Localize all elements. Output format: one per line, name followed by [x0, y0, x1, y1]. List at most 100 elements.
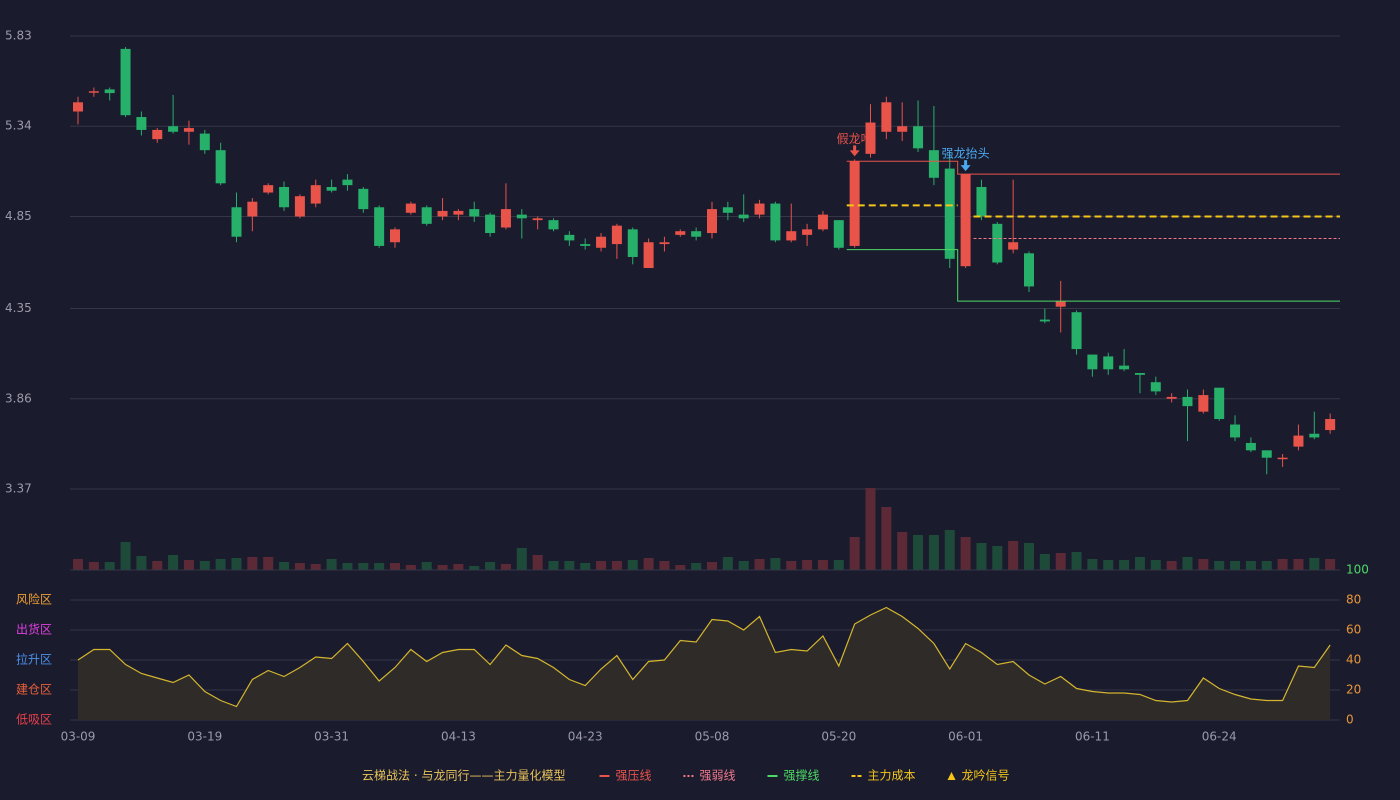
candle-body — [1134, 372, 1145, 375]
volume-bar — [627, 560, 638, 570]
volume-bar — [1230, 561, 1241, 570]
candle-body — [390, 229, 400, 243]
volume-bar — [1150, 560, 1161, 570]
y2-tick-label: 0 — [1346, 713, 1354, 727]
volume-bar — [532, 555, 543, 570]
candle-body — [500, 209, 511, 228]
volume-bar — [1261, 561, 1272, 570]
candle-body — [659, 242, 670, 245]
volume-bar — [564, 561, 575, 570]
legend-label: 强撑线 — [783, 768, 819, 783]
candle-body — [485, 214, 496, 234]
candle-body — [738, 214, 749, 219]
volume-bar — [279, 562, 290, 570]
candle-body — [643, 242, 654, 269]
zone-label: 拉升区 — [16, 652, 52, 667]
volume-bar — [913, 535, 924, 570]
volume-bar — [358, 563, 369, 570]
candle-body — [1182, 396, 1193, 407]
candle-body — [231, 207, 242, 237]
volume-bar — [1309, 558, 1320, 570]
y2-tick-label: 60 — [1346, 623, 1361, 637]
volume-bar — [1277, 559, 1288, 570]
oscillator-line — [77, 606, 1331, 708]
candle-body — [564, 234, 575, 241]
volume-bar — [342, 563, 353, 570]
volume-bar — [643, 558, 654, 570]
y2-tick-label: 80 — [1346, 593, 1361, 607]
x-tick-label: 03-19 — [187, 730, 222, 744]
candle-body — [73, 102, 83, 112]
volume-bar — [247, 557, 258, 570]
candle-body — [532, 218, 543, 221]
volume-bar — [786, 561, 797, 570]
candle-body — [754, 203, 765, 215]
volume-bar — [1293, 559, 1304, 570]
candle-body — [516, 214, 527, 219]
volume-bar — [611, 561, 622, 570]
signal-label: 强龙抬头 — [942, 147, 990, 161]
candle-body — [421, 207, 432, 224]
volume-bar — [1119, 560, 1130, 570]
x-tick-label: 03-31 — [314, 730, 349, 744]
volume-bar — [992, 546, 1003, 570]
volume-bar — [326, 559, 337, 570]
volume-bar — [770, 558, 781, 570]
candle-body — [1309, 433, 1320, 438]
y-tick-label: 5.34 — [5, 119, 32, 133]
volume-bar — [802, 560, 813, 570]
volume-bar — [1071, 552, 1082, 570]
volume-bar — [1087, 559, 1098, 570]
zone-label: 建仓区 — [16, 683, 52, 697]
legend-title: 云梯战法 · 与龙同行——主力量化模型 — [362, 769, 565, 783]
volume-bar — [738, 561, 749, 570]
volume-bar — [1024, 543, 1034, 570]
candle-body — [1230, 424, 1241, 438]
candle-body — [849, 161, 860, 246]
candle-body — [580, 244, 591, 246]
candle-body — [833, 220, 844, 248]
y-tick-label: 5.83 — [5, 29, 32, 43]
candle-body — [152, 129, 163, 140]
candle-body — [865, 122, 876, 154]
volume-bar — [152, 561, 163, 570]
candle-body — [1071, 312, 1082, 350]
volume-bar — [976, 543, 987, 570]
volume-bar — [310, 564, 321, 570]
volume-bar — [722, 557, 733, 570]
oscillator-area — [78, 607, 1331, 720]
candle-body — [1087, 354, 1098, 370]
candle-body — [786, 231, 797, 241]
x-tick-label: 06-01 — [948, 730, 983, 744]
candle-body — [469, 209, 480, 217]
candle-body — [1103, 356, 1114, 370]
volume-bar — [73, 559, 83, 570]
level-line — [846, 204, 1340, 218]
volume-bar — [897, 532, 908, 570]
volume-bar — [1245, 561, 1256, 570]
candle-body — [1198, 395, 1209, 412]
y-tick-label: 3.37 — [5, 482, 32, 496]
legend-swatch — [947, 772, 956, 780]
candle-body — [802, 229, 813, 235]
candle-body — [1119, 365, 1130, 370]
y2-tick-label: 20 — [1346, 683, 1361, 697]
level-line — [846, 249, 1340, 302]
volume-bar — [1134, 557, 1145, 570]
candle-body — [199, 133, 210, 151]
volume-bar — [960, 537, 971, 570]
volume-bar — [168, 555, 179, 570]
volume-bar — [104, 562, 115, 570]
y-tick-label: 4.35 — [5, 301, 32, 315]
candle-body — [263, 185, 274, 193]
candle-body — [960, 174, 971, 267]
volume-bar — [659, 561, 670, 570]
candle-body — [1024, 253, 1034, 287]
candle-body — [675, 231, 686, 235]
candle-body — [1277, 457, 1288, 460]
candle-body — [1055, 301, 1066, 307]
candle-body — [1008, 242, 1019, 250]
candle-body — [310, 185, 321, 204]
candle-body — [136, 117, 147, 130]
